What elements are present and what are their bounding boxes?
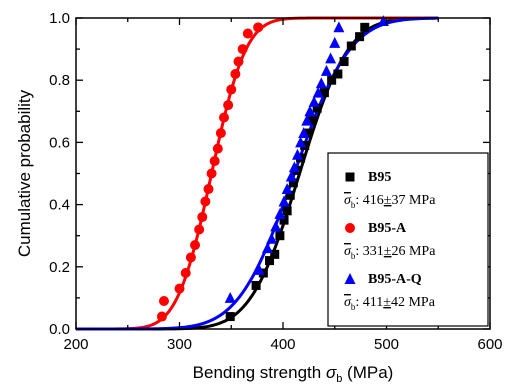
data-point-b95-a-q — [298, 127, 310, 139]
data-point-b95-a — [212, 143, 223, 154]
data-point-b95-a-q — [270, 220, 282, 232]
data-point-b95-a — [180, 268, 191, 279]
legend-name: B95-A-Q — [368, 272, 422, 287]
data-point-b95-a-q — [266, 232, 278, 244]
legend-stat: σb: 411±42 MPa — [344, 295, 436, 312]
data-point-b95-a-q — [308, 96, 320, 107]
data-point-b95-a-q — [274, 207, 286, 219]
data-point-b95-a — [200, 196, 211, 207]
data-point-b95-a — [226, 84, 237, 95]
data-point-b95-a-q — [325, 52, 337, 64]
tick-labels: 200 300 400 500 600 0.0 0.2 0.4 0.6 0.8 1.0 — [49, 10, 502, 353]
x-tick-label: 600 — [477, 336, 502, 353]
x-axis-title: Bending strength σb (MPa) — [193, 363, 394, 385]
data-point-b95-a-q — [261, 242, 273, 254]
data-point-b95 — [327, 75, 337, 85]
data-point-b95-a — [197, 212, 208, 223]
data-point-b95-a — [215, 128, 226, 139]
data-point-b95-a — [242, 28, 253, 39]
data-point-b95-a-q — [291, 148, 303, 160]
x-tick-label: 200 — [63, 336, 88, 353]
data-point-b95 — [360, 22, 370, 32]
data-point-b95-a — [223, 100, 234, 111]
data-points — [156, 15, 389, 322]
data-point-b95-a-q — [312, 86, 324, 98]
data-point-b95 — [319, 88, 329, 98]
legend-marker-b95 — [345, 172, 355, 182]
data-point-b95-a-q — [329, 36, 341, 48]
data-point-b95-a — [206, 168, 217, 179]
data-point-b95 — [285, 190, 295, 200]
data-point-b95-a — [156, 311, 167, 322]
data-point-b95-a — [219, 112, 230, 123]
y-tick-label: 0.4 — [49, 197, 70, 214]
data-point-b95-a-q — [278, 195, 290, 207]
legend-marker-b95-a — [345, 223, 355, 233]
legend-stat: σb: 331±26 MPa — [344, 244, 436, 261]
data-point-b95-a-q — [285, 170, 297, 182]
data-point-b95 — [355, 32, 365, 42]
data-point-b95-a — [230, 68, 241, 79]
data-point-b95 — [265, 256, 275, 266]
data-point-b95-a-q — [253, 263, 265, 275]
legend: B95 σb: 416±37 MPa B95-A σb: 331±26 MPa B95-… — [327, 152, 489, 327]
data-point-b95-a-q — [333, 21, 345, 33]
data-point-b95 — [282, 206, 292, 216]
data-point-b95 — [333, 69, 343, 79]
data-point-b95-a-q — [288, 161, 300, 173]
y-tick-label: 0.0 — [49, 321, 70, 338]
x-tick-label: 300 — [167, 336, 192, 353]
data-point-b95 — [303, 128, 313, 138]
data-point-b95-a-q — [301, 114, 313, 126]
data-point-b95 — [307, 116, 317, 126]
y-tick-label: 1.0 — [49, 10, 70, 27]
data-point-b95-a — [233, 56, 244, 67]
legend-box — [327, 152, 489, 327]
data-point-b95-a-q — [304, 105, 316, 117]
x-tick-label: 500 — [374, 336, 399, 353]
data-point-b95-a — [209, 156, 220, 167]
y-tick-label: 0.2 — [49, 259, 70, 276]
data-point-b95-a — [194, 224, 205, 235]
y-tick-label: 0.6 — [49, 134, 70, 151]
data-point-b95-a — [190, 240, 201, 251]
legend-stat: σb: 416±37 MPa — [344, 193, 436, 210]
data-point-b95 — [275, 231, 285, 241]
data-point-b95-a — [185, 252, 196, 263]
legend-name: B95-A — [368, 221, 407, 236]
data-point-b95 — [270, 249, 280, 259]
data-point-b95-a-q — [320, 64, 332, 76]
data-point-b95-a-q — [315, 77, 327, 89]
data-point-b95-a — [174, 283, 185, 294]
legend-name: B95 — [368, 170, 391, 185]
data-point-b95 — [288, 178, 298, 188]
data-point-b95-a — [237, 44, 248, 55]
data-point-b95-a — [158, 296, 169, 307]
legend-marker-b95-a-q — [344, 273, 356, 284]
y-axis-title: Cumulative probability — [15, 89, 34, 257]
data-point-b95 — [339, 57, 349, 67]
data-point-b95-a-q — [224, 291, 236, 303]
x-tick-label: 400 — [270, 336, 295, 353]
y-tick-label: 0.8 — [49, 72, 70, 89]
data-point-b95 — [225, 312, 235, 322]
data-point-b95-a — [253, 22, 264, 33]
data-point-b95 — [279, 215, 289, 225]
data-point-b95 — [346, 41, 356, 51]
data-point-b95 — [251, 280, 261, 290]
data-point-b95-a-q — [295, 136, 307, 148]
data-point-b95-a — [203, 184, 214, 195]
data-point-b95-a-q — [281, 183, 293, 194]
data-point-b95 — [312, 103, 322, 113]
